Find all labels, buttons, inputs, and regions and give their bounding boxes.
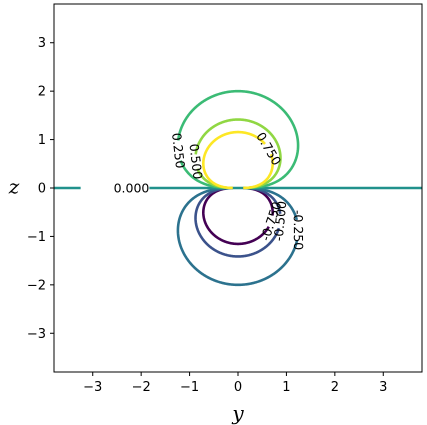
y-tick-label: 0 [38,182,46,197]
contour-line-0.500 [194,118,282,190]
x-tick-label: −1 [180,380,199,395]
contour-label--0.250: -0.250 [291,210,306,250]
contour-line-0.250 [179,160,229,190]
contour-label-0.000: 0.000 [114,181,150,196]
contour-label-0.500: 0.500 [186,143,205,180]
x-tick-label: 1 [282,380,290,395]
contour-label--0.500: -0.500 [271,200,290,242]
y-axis-ticks: −3 −2 −1 0 1 2 3 [27,36,54,342]
contour-line-0.750 [243,153,274,190]
x-tick-label: −2 [132,380,151,395]
contour-label-0.250: 0.250 [169,132,188,169]
contour-line-0.750 [202,130,266,190]
x-axis-label: y [231,401,244,425]
y-tick-label: −3 [27,327,46,342]
x-tick-label: 0 [234,380,242,395]
contour-line--0.250 [176,186,299,287]
y-axis-label: z [8,175,20,199]
contour-line-0.250 [176,89,300,190]
contour-line--0.250 [247,186,299,221]
contour-line--0.500 [194,186,281,258]
x-tick-label: −3 [83,380,102,395]
x-axis-ticks: −3 −2 −1 0 1 2 3 [83,372,387,395]
y-tick-label: 1 [38,133,46,148]
y-tick-label: −1 [27,230,46,245]
y-tick-label: 3 [38,36,46,51]
x-tick-label: 2 [331,380,339,395]
contour-lines [54,89,422,287]
x-tick-label: 3 [379,380,387,395]
y-tick-label: 2 [38,85,46,100]
y-tick-label: −2 [27,278,46,293]
contour-line--0.750 [202,186,270,246]
